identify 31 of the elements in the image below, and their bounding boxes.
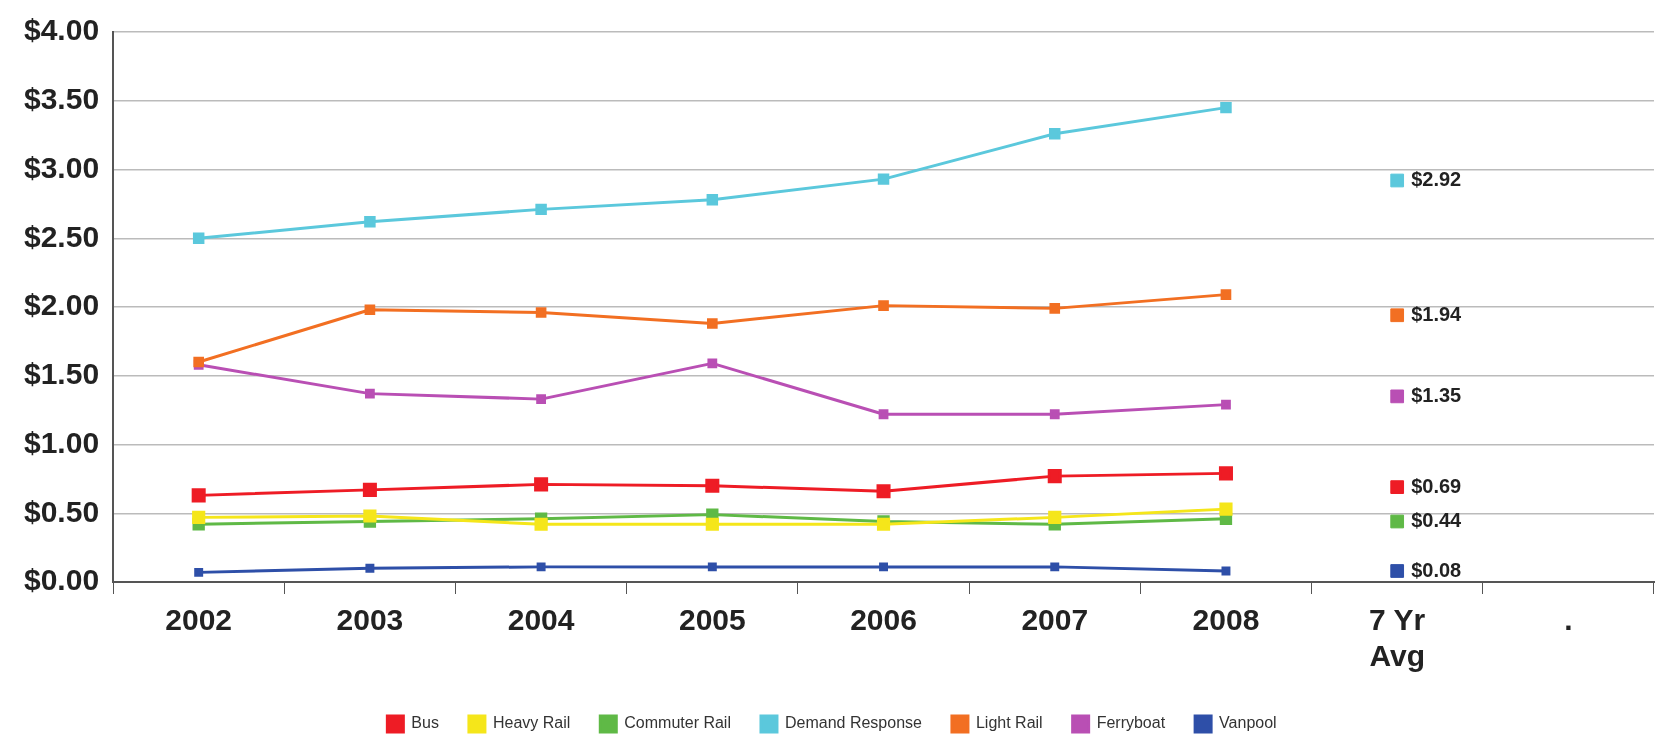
x-tick-label: 2006 xyxy=(850,603,917,637)
legend-label: Heavy Rail xyxy=(492,714,571,732)
data-label: $0.69 xyxy=(1411,474,1462,497)
y-tick-label: $3.00 xyxy=(24,150,100,184)
y-tick-label: $0.50 xyxy=(24,494,100,528)
x-tick-label: 2008 xyxy=(1192,603,1260,637)
legend-label: Ferryboat xyxy=(1096,714,1166,732)
y-tick-label: $1.00 xyxy=(24,425,100,459)
x-tick-label: 7 Yr Avg xyxy=(1369,603,1426,673)
y-tick-label: $3.50 xyxy=(24,82,100,116)
y-tick-label: $4.00 xyxy=(24,13,100,47)
y-tick-label: $0.00 xyxy=(24,563,100,597)
data-label: $1.94 xyxy=(1411,302,1463,325)
y-tick-label: $1.50 xyxy=(24,357,100,391)
x-tick-label: 2002 xyxy=(165,603,233,637)
x-tick-label: 2004 xyxy=(507,603,575,637)
legend-label: Light Rail xyxy=(975,714,1043,732)
x-tick-label: 2007 xyxy=(1021,603,1089,637)
x-tick-label: 2005 xyxy=(678,603,746,637)
x-tick-label: . xyxy=(1564,603,1573,637)
y-tick-label: $2.50 xyxy=(24,219,100,253)
legend-label: Commuter Rail xyxy=(624,714,731,732)
legend-label: Demand Response xyxy=(784,714,923,732)
data-label: $2.92 xyxy=(1411,168,1462,191)
data-label: $1.35 xyxy=(1411,383,1462,406)
x-tick-label: 2003 xyxy=(336,603,404,637)
legend-label: Vanpool xyxy=(1219,714,1277,732)
data-label: $0.08 xyxy=(1411,558,1462,581)
y-tick-label: $2.00 xyxy=(24,288,100,322)
legend-label: Bus xyxy=(411,714,439,732)
data-label: $0.44 xyxy=(1411,509,1463,532)
